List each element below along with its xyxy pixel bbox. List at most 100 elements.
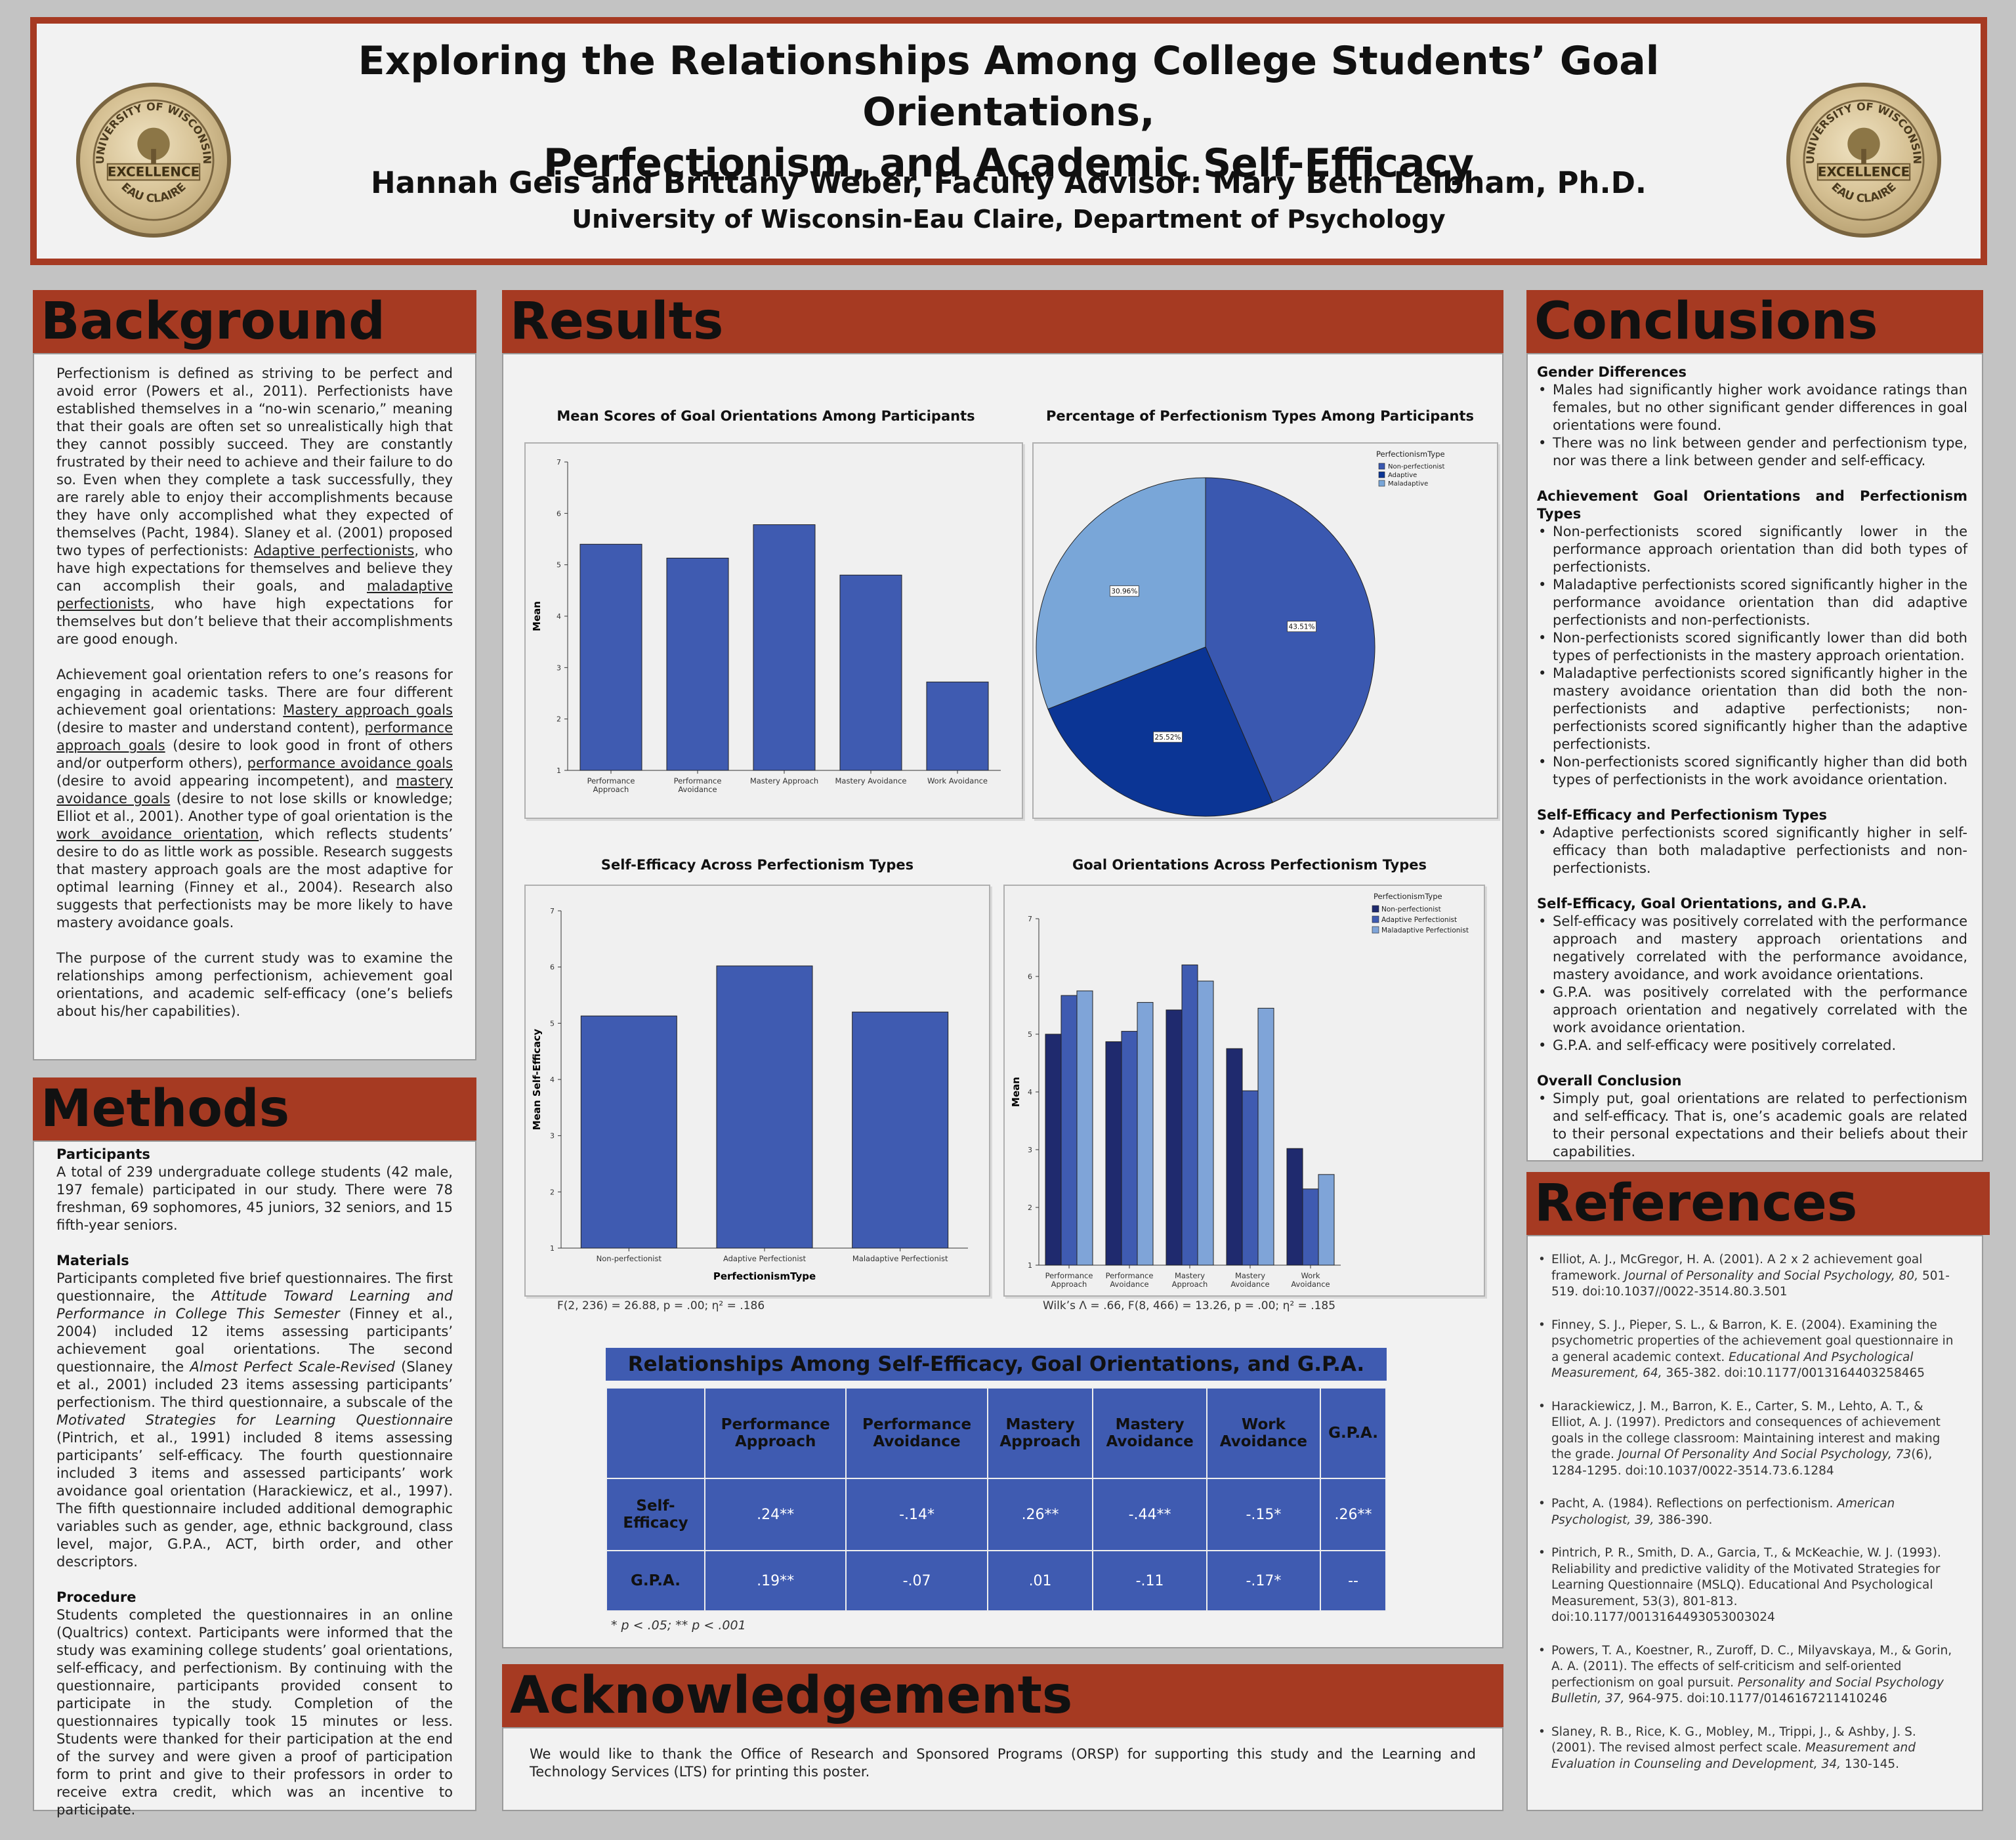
table-cell: -.15*: [1206, 1478, 1322, 1551]
goal-orientations-by-type-chart: 1234567MeanPerformanceApproachPerformanc…: [1003, 885, 1485, 1297]
y-tick-label: 4: [1028, 1088, 1032, 1097]
bar: [926, 681, 989, 771]
methods-heading: Methods: [33, 1077, 476, 1140]
chart1-title: Mean Scores of Goal Orientations Among P…: [556, 408, 975, 424]
x-tick-label: Performance: [587, 776, 635, 785]
conclusion-item: Non-perfectionists scored significantly …: [1537, 523, 1967, 576]
acknowledgements-text: We would like to thank the Office of Res…: [530, 1746, 1476, 1780]
conclusion-item: Simply put, goal orientations are relate…: [1537, 1090, 1967, 1161]
bar: [1302, 1188, 1319, 1266]
y-axis-title: Mean Self-Efficacy: [531, 1029, 543, 1131]
conclusion-list: Males had significantly higher work avoi…: [1537, 381, 1967, 470]
pie-label-box: [1287, 621, 1316, 633]
conclusion-item: Maladaptive perfectionists scored signif…: [1537, 576, 1967, 629]
bar: [753, 524, 816, 771]
x-axis-title: PerfectionismType: [713, 1270, 816, 1282]
y-tick-label: 6: [1028, 972, 1032, 981]
bar: [716, 965, 813, 1249]
conclusion-section-title: Overall Conclusion: [1537, 1073, 1682, 1089]
conclusion-item: Self-efficacy was positively correlated …: [1537, 913, 1967, 984]
y-tick-label: 2: [550, 1188, 555, 1196]
legend-swatch: [1378, 480, 1385, 487]
conclusion-section-title: Achievement Goal Orientations and Perfec…: [1537, 488, 1967, 522]
conclusion-item: Maladaptive perfectionists scored signif…: [1537, 665, 1967, 753]
legend-swatch: [1372, 905, 1379, 913]
legend-swatch: [1372, 915, 1379, 923]
bar: [1197, 980, 1214, 1266]
reference-item: Powers, T. A., Koestner, R., Zuroff, D. …: [1537, 1643, 1956, 1707]
y-tick-label: 7: [556, 458, 561, 467]
y-tick-label: 1: [556, 766, 561, 775]
bar: [580, 1015, 677, 1249]
reference-item: Harackiewicz, J. M., Barron, K. E., Cart…: [1537, 1399, 1956, 1480]
methods-panel: Participants A total of 239 undergraduat…: [33, 1140, 476, 1818]
y-tick-label: 5: [556, 561, 561, 570]
affiliation: University of Wisconsin-Eau Claire, Depa…: [572, 205, 1446, 234]
conclusion-item: G.P.A. and self-efficacy were positively…: [1537, 1037, 1967, 1055]
acknowledgements-heading: Acknowledgements: [502, 1664, 1503, 1727]
x-tick-label: Avoidance: [678, 785, 717, 794]
conclusion-list: Adaptive perfectionists scored significa…: [1537, 824, 1967, 877]
authors: Hannah Geis and Brittany Weber, Faculty …: [370, 165, 1647, 200]
bar: [1242, 1090, 1259, 1266]
y-tick-label: 3: [556, 663, 561, 672]
y-tick-label: 5: [1028, 1030, 1032, 1039]
x-tick-label: Approach: [1051, 1280, 1087, 1289]
table-column-header: Performance Approach: [704, 1387, 847, 1479]
conclusion-section-title: Self-Efficacy, Goal Orientations, and G.…: [1537, 896, 1867, 911]
x-tick-label: Adaptive Perfectionist: [723, 1254, 807, 1263]
conclusions-panel: Gender DifferencesMales had significantl…: [1526, 353, 1983, 1161]
x-tick-label: Work: [1301, 1271, 1320, 1280]
bar: [1045, 1034, 1062, 1266]
methods-text: Participants A total of 239 undergraduat…: [56, 1146, 453, 1819]
x-tick-label: Performance: [1045, 1271, 1093, 1280]
poster-title-line2: Perfectionism, and Academic Self-Efficac…: [543, 140, 1475, 186]
table-row: G.P.A. .19** -.07.01 -.11 -.17* --: [606, 1550, 1387, 1612]
svg-text:EAU CLAIRE: EAU CLAIRE: [1828, 180, 1899, 205]
pie-value-label: 43.51%: [1289, 623, 1315, 631]
chart4-stat-note: Wilk’s Λ = .66, F(8, 466) = 13.26, p = .…: [1043, 1299, 1336, 1312]
conclusion-list: Self-efficacy was positively correlated …: [1537, 913, 1967, 1055]
correlation-table-footnote: * p < .05; ** p < .001: [611, 1618, 746, 1633]
goal-orientation-bar-chart: 1234567MeanPerformanceApproachPerformanc…: [524, 442, 1023, 819]
x-tick-label: Non-perfectionist: [597, 1254, 662, 1263]
table-row-header: G.P.A.: [606, 1550, 705, 1612]
correlation-table: Performance Approach Performance Avoidance M…: [606, 1387, 1387, 1612]
university-seal-left: UNIVERSITY OF WISCONSIN EXCELLENCE EAU C…: [76, 83, 231, 238]
pie-value-label: 30.96%: [1111, 588, 1137, 596]
poster-header: UNIVERSITY OF WISCONSIN EXCELLENCE EAU C…: [30, 17, 1987, 265]
y-axis-title: Mean: [531, 601, 543, 631]
table-row: Self- Efficacy .24** -.14* .26** -.44** -.15*.…: [606, 1478, 1387, 1551]
table-cell: -.14*: [845, 1478, 988, 1551]
conclusions-text: Gender DifferencesMales had significantl…: [1537, 364, 1967, 1161]
conclusion-item: There was no link between gender and per…: [1537, 434, 1967, 470]
conclusion-item: Non-perfectionists scored significantly …: [1537, 629, 1967, 665]
procedure-heading: Procedure: [56, 1589, 136, 1605]
table-cell: .01: [986, 1550, 1094, 1612]
participants-text: A total of 239 undergraduate college stu…: [56, 1164, 453, 1233]
background-paragraph-3: The purpose of the current study was to …: [56, 950, 453, 1019]
self-efficacy-bar-chart: 1 2 3 4 5 6 7 Mean Self-Efficacy Non-perfectioni…: [524, 885, 990, 1297]
table-cell: --: [1320, 1550, 1387, 1612]
references-heading: References: [1526, 1172, 1990, 1235]
chart4-title: Goal Orientations Across Perfectionism T…: [1072, 857, 1427, 873]
table-column-header: Performance Avoidance: [845, 1387, 988, 1479]
reference-item: Pacht, A. (1984). Reflections on perfect…: [1537, 1496, 1956, 1528]
poster-title-line1: Exploring the Relationships Among Colleg…: [358, 38, 1660, 135]
poster-title: Exploring the Relationships Among Colleg…: [253, 35, 1764, 189]
bar: [1257, 1007, 1274, 1266]
bar: [1181, 964, 1198, 1266]
x-tick-label: Approach: [1172, 1280, 1208, 1289]
y-tick-label: 2: [1028, 1203, 1032, 1212]
conclusion-section-title: Self-Efficacy and Perfectionism Types: [1537, 807, 1827, 823]
y-tick-label: 7: [550, 907, 555, 915]
y-tick-label: 7: [1028, 915, 1032, 923]
participants-heading: Participants: [56, 1146, 150, 1162]
materials-heading: Materials: [56, 1253, 129, 1268]
acknowledgements-panel: We would like to thank the Office of Res…: [502, 1727, 1503, 1811]
materials-text: Participants completed five brief questi…: [56, 1270, 453, 1570]
bar: [1137, 1002, 1154, 1266]
table-column-header: Mastery Avoidance: [1092, 1387, 1208, 1479]
y-tick-label: 3: [550, 1132, 555, 1140]
conclusion-item: G.P.A. was positively correlated with th…: [1537, 984, 1967, 1037]
